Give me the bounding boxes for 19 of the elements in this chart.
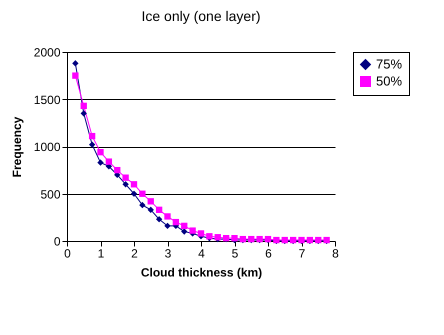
y-tick-label: 0 [54,234,61,248]
x-axis-title: Cloud thickness (km) [140,266,262,280]
y-tick-label: 1500 [34,92,61,107]
x-tick-label: 2 [131,246,138,260]
y-tick-label: 2000 [34,46,61,60]
x-tick-label: 1 [98,246,105,260]
chart-title: Ice only (one layer) [141,8,261,24]
y-tick-label: 1000 [34,140,61,154]
x-tick-label: 4 [198,246,206,260]
x-tick-label: 8 [332,246,340,260]
x-tick-label: 5 [232,246,239,260]
legend-label: 50% [376,74,402,88]
legend-label: 75% [376,56,402,72]
x-tick-label: 0 [64,246,72,260]
x-tick-label: 7 [298,246,306,260]
y-axis-title: Frequency [10,116,24,178]
x-tick-label: 3 [164,246,172,260]
x-tick-label: 6 [265,246,272,260]
y-tick-label: 500 [40,187,61,202]
